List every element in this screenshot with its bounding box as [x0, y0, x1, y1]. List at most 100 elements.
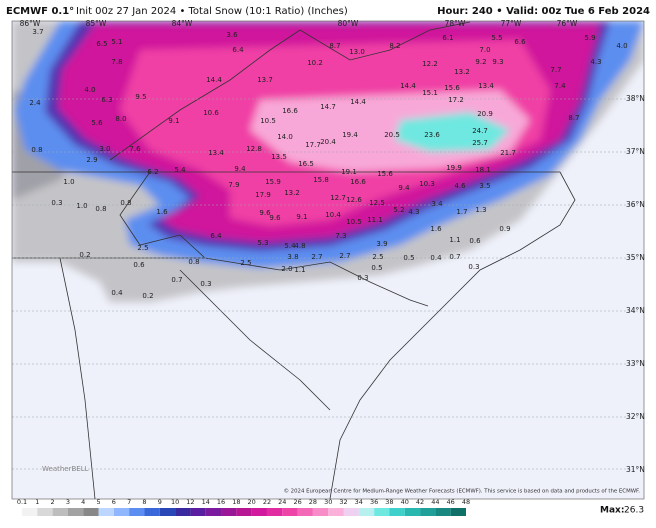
snow-value: 2.4 — [29, 99, 41, 107]
longitude-label: 86°W — [20, 19, 41, 28]
snow-value: 7.6 — [129, 145, 141, 153]
snow-value: 9.3 — [492, 58, 503, 66]
snow-value: 1.1 — [449, 236, 460, 244]
snow-value: 5.5 — [491, 34, 502, 42]
colorbar-swatch — [374, 508, 390, 516]
snow-value: 10.5 — [346, 218, 362, 226]
snow-value: 20.9 — [477, 110, 493, 118]
snow-value: 3.6 — [226, 31, 238, 39]
colorbar-swatch — [205, 508, 222, 516]
snow-value: 0.4 — [111, 289, 123, 297]
colorbar-tick: 24 — [278, 498, 286, 506]
colorbar-tick: 46 — [447, 498, 455, 506]
header-valid: Hour: 240 • Valid: 00z Tue 6 Feb 2024 — [437, 6, 650, 17]
snow-value: 19.1 — [341, 168, 357, 176]
snow-value: 7.4 — [554, 82, 566, 90]
snow-value: 10.6 — [203, 109, 219, 117]
snow-value: 24.7 — [472, 127, 488, 135]
snow-value: 9.4 — [234, 165, 246, 173]
snow-value: 14.0 — [277, 133, 293, 141]
colorbar-tick: 44 — [431, 498, 439, 506]
snow-value: 2.0 — [281, 265, 292, 273]
colorbar-tick: 7 — [127, 498, 131, 506]
colorbar-tick: 2 — [51, 498, 55, 506]
snow-value: 5.3 — [257, 239, 268, 247]
snow-value: 0.8 — [95, 205, 106, 213]
snow-value: 6.6 — [514, 38, 526, 46]
snow-value: 11.1 — [367, 216, 383, 224]
colorbar-tick: 18 — [232, 498, 240, 506]
map-labels: 3.7 6.5 5.1 3.6 6.4 8.7 13.0 8.2 6.1 5.5 6.6 7.0 5.9… — [29, 28, 627, 300]
colorbar-tick: 38 — [385, 498, 393, 506]
snow-value: 10.2 — [307, 59, 323, 67]
snow-value: 12.5 — [369, 199, 385, 207]
snow-value: 0.3 — [200, 280, 211, 288]
colorbar-tick: 26 — [293, 498, 301, 506]
snow-value: 9.5 — [135, 93, 146, 101]
snow-value: 6.4 — [210, 232, 222, 240]
snow-value: 9.2 — [475, 58, 486, 66]
lat-grid — [12, 98, 644, 470]
snow-value: 13.0 — [349, 48, 365, 56]
snow-value: 4.3 — [590, 58, 601, 66]
snow-value: 12.7 — [330, 194, 346, 202]
snow-value: 2.7 — [339, 252, 350, 260]
snow-value: 6.4 — [232, 46, 244, 54]
colorbar-swatch — [67, 508, 84, 516]
snow-value: 14.7 — [320, 103, 336, 111]
longitude-label: 80°W — [338, 19, 359, 28]
snow-value: 1.0 — [63, 178, 74, 186]
snow-value: 5.4 — [174, 166, 186, 174]
colorbar-tick: 40 — [401, 498, 409, 506]
colorbar-tick: 9 — [158, 498, 162, 506]
snow-value: 13.7 — [257, 76, 273, 84]
snow-value: 0.5 — [371, 264, 382, 272]
snow-value: 4.6 — [454, 182, 466, 190]
longitude-label: 85°W — [86, 19, 107, 28]
snow-value: 9.1 — [168, 117, 179, 125]
snow-value: 8.7 — [329, 42, 340, 50]
colorbar: 0.1 1 2 3 4 5 6 7 8 9 10 12 14 16 18 20 22 24 26 28 30 32 34 36… — [17, 498, 470, 516]
max-label: Max: — [600, 506, 624, 516]
snow-value: 17.2 — [448, 96, 464, 104]
snow-value: 0.4 — [430, 254, 442, 262]
snow-value: 7.7 — [550, 66, 561, 74]
snow-value: 7.8 — [111, 58, 122, 66]
snow-value: 14.4 — [350, 98, 366, 106]
colorbar-swatch — [266, 508, 283, 516]
snow-value: 8.2 — [389, 42, 400, 50]
colorbar-swatch — [113, 508, 130, 516]
snow-value: 23.6 — [424, 131, 440, 139]
colorbar-tick: 6 — [112, 498, 116, 506]
colorbar-swatch — [159, 508, 176, 516]
snow-value: 0.2 — [142, 292, 153, 300]
snow-value: 9.1 — [296, 213, 307, 221]
colorbar-swatch — [282, 508, 298, 516]
credit: © 2024 European Centre for Medium-Range … — [284, 488, 641, 495]
snow-value: 16.6 — [350, 178, 366, 186]
snow-value: 18.1 — [475, 166, 491, 174]
colorbar-tick: 32 — [339, 498, 347, 506]
colorbar-tick: 14 — [202, 498, 210, 506]
snow-value: 4.3 — [408, 208, 419, 216]
snow-value: 9.6 — [259, 209, 271, 217]
colorbar-swatch — [129, 508, 145, 516]
snow-value: 6.2 — [147, 168, 158, 176]
max-value: 26.3 — [624, 506, 644, 516]
snow-field — [12, 21, 644, 302]
colorbar-swatch — [450, 508, 466, 516]
snow-value: 13.5 — [271, 153, 287, 161]
logo: WeatherBELL — [42, 465, 89, 473]
snow-value: 13.4 — [208, 149, 224, 157]
snow-value: 1.6 — [156, 208, 168, 216]
colorbar-tick: 30 — [324, 498, 332, 506]
header-model: ECMWF 0.1° — [6, 6, 74, 17]
snow-value: 2.7 — [311, 253, 322, 261]
snow-value: 2.5 — [137, 244, 148, 252]
colorbar-swatch — [144, 508, 160, 516]
snow-value: 1.7 — [456, 208, 467, 216]
snow-value: 10.3 — [419, 180, 435, 188]
longitude-label: 84°W — [172, 19, 193, 28]
colorbar-tick: 3 — [66, 498, 70, 506]
snow-value: 15.1 — [422, 89, 438, 97]
